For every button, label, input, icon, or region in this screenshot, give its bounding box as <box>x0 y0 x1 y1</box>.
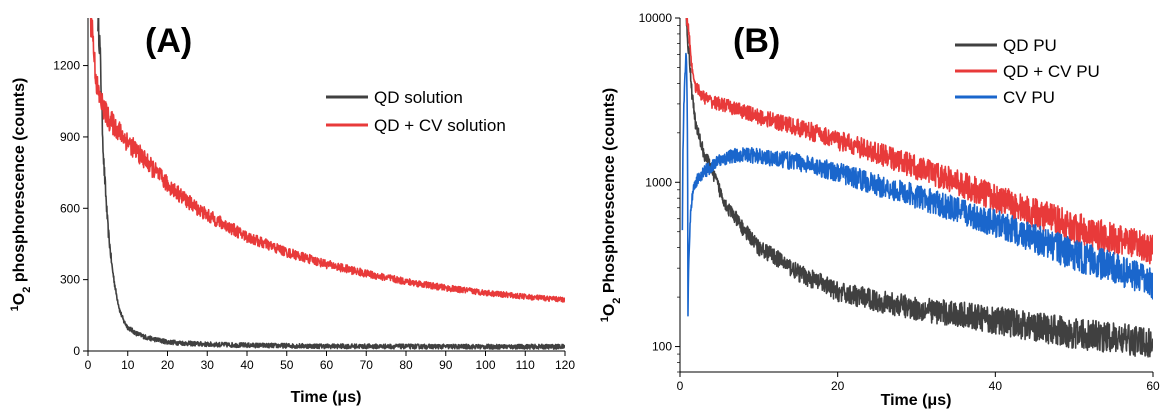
y-axis-title-a-o: O <box>11 293 28 305</box>
legend-label: QD solution <box>374 88 463 107</box>
y-axis-title-b-rest: Phosphorescence (counts) <box>601 88 618 298</box>
x-tick-label: 20 <box>161 358 175 372</box>
y-axis-title-b-o: O <box>601 304 618 316</box>
x-tick-label: 10 <box>121 358 135 372</box>
x-axis-title-a: Time (μs) <box>291 389 362 406</box>
chart-panel-a: 0 10 20 30 40 50 60 70 80 90 100 110 120030060090012… <box>9 18 575 406</box>
y-tick-label: 0 <box>73 344 80 358</box>
x-tick-label: 60 <box>1146 379 1160 393</box>
y-tick-label: 300 <box>60 273 80 287</box>
legend-label: QD PU <box>1003 36 1057 55</box>
x-tick-label: 60 <box>320 358 334 372</box>
series-line-b-0 <box>685 18 1153 358</box>
series-group-b <box>681 18 1153 358</box>
y-tick-label: 1000 <box>645 175 672 189</box>
series-line-b-1 <box>685 18 1153 265</box>
y-axis-title-a-rest: phosphorescence (counts) <box>11 78 28 287</box>
panel-label-b: (B) <box>733 22 780 60</box>
y-tick-label: 10000 <box>639 11 673 25</box>
y-axis-title-b-subscript: 2 <box>611 298 623 304</box>
x-tick-label: 120 <box>555 358 575 372</box>
x-tick-label: 90 <box>439 358 453 372</box>
x-tick-label: 110 <box>516 358 535 372</box>
series-line-a-1 <box>89 18 565 303</box>
x-tick-label: 40 <box>240 358 254 372</box>
x-tick-label: 20 <box>831 379 845 393</box>
x-tick-label: 50 <box>280 358 294 372</box>
x-axis-title-b: Time (μs) <box>881 392 952 409</box>
series-line-b-2 <box>681 52 1153 317</box>
y-tick-label: 600 <box>60 201 80 215</box>
x-tick-label: 0 <box>677 379 684 393</box>
x-tick-label: 0 <box>85 358 92 372</box>
x-tick-label: 30 <box>201 358 215 372</box>
x-tick-label: 40 <box>989 379 1003 393</box>
y-axis-title-b-superscript: 1 <box>599 316 611 322</box>
x-tick-label: 80 <box>399 358 413 372</box>
chart-panel-b: 0 20 40 60 100 1000 10000 (B) Time (μs) 1O2 Ph… <box>599 11 1160 409</box>
x-tick-label: 100 <box>475 358 495 372</box>
series-group-a <box>89 18 565 350</box>
axes-b: 0 20 40 60 100 1000 10000 <box>639 11 1160 393</box>
y-tick-label: 1200 <box>53 59 80 73</box>
y-tick-label: 900 <box>60 130 80 144</box>
legend-b: QD PU QD + CV PU CV PU <box>955 36 1100 107</box>
panel-label-a: (A) <box>145 22 192 60</box>
legend-label: QD + CV solution <box>374 116 506 135</box>
y-axis-title-a-subscript: 2 <box>21 287 33 293</box>
y-axis-title-a-superscript: 1 <box>9 305 21 311</box>
y-tick-label: 100 <box>652 340 672 354</box>
series-line-a-0 <box>97 18 565 350</box>
axes-a: 0 10 20 30 40 50 60 70 80 90 100 110 120030060090012… <box>53 18 575 372</box>
legend-label: QD + CV PU <box>1003 62 1100 81</box>
y-axis-title-b: 1O2 Phosphorescence (counts) <box>599 88 623 323</box>
y-axis-title-a: 1O2 phosphorescence (counts) <box>9 78 33 312</box>
legend-label: CV PU <box>1003 88 1055 107</box>
legend-a: QD solution QD + CV solution <box>326 88 506 135</box>
x-tick-label: 70 <box>360 358 374 372</box>
